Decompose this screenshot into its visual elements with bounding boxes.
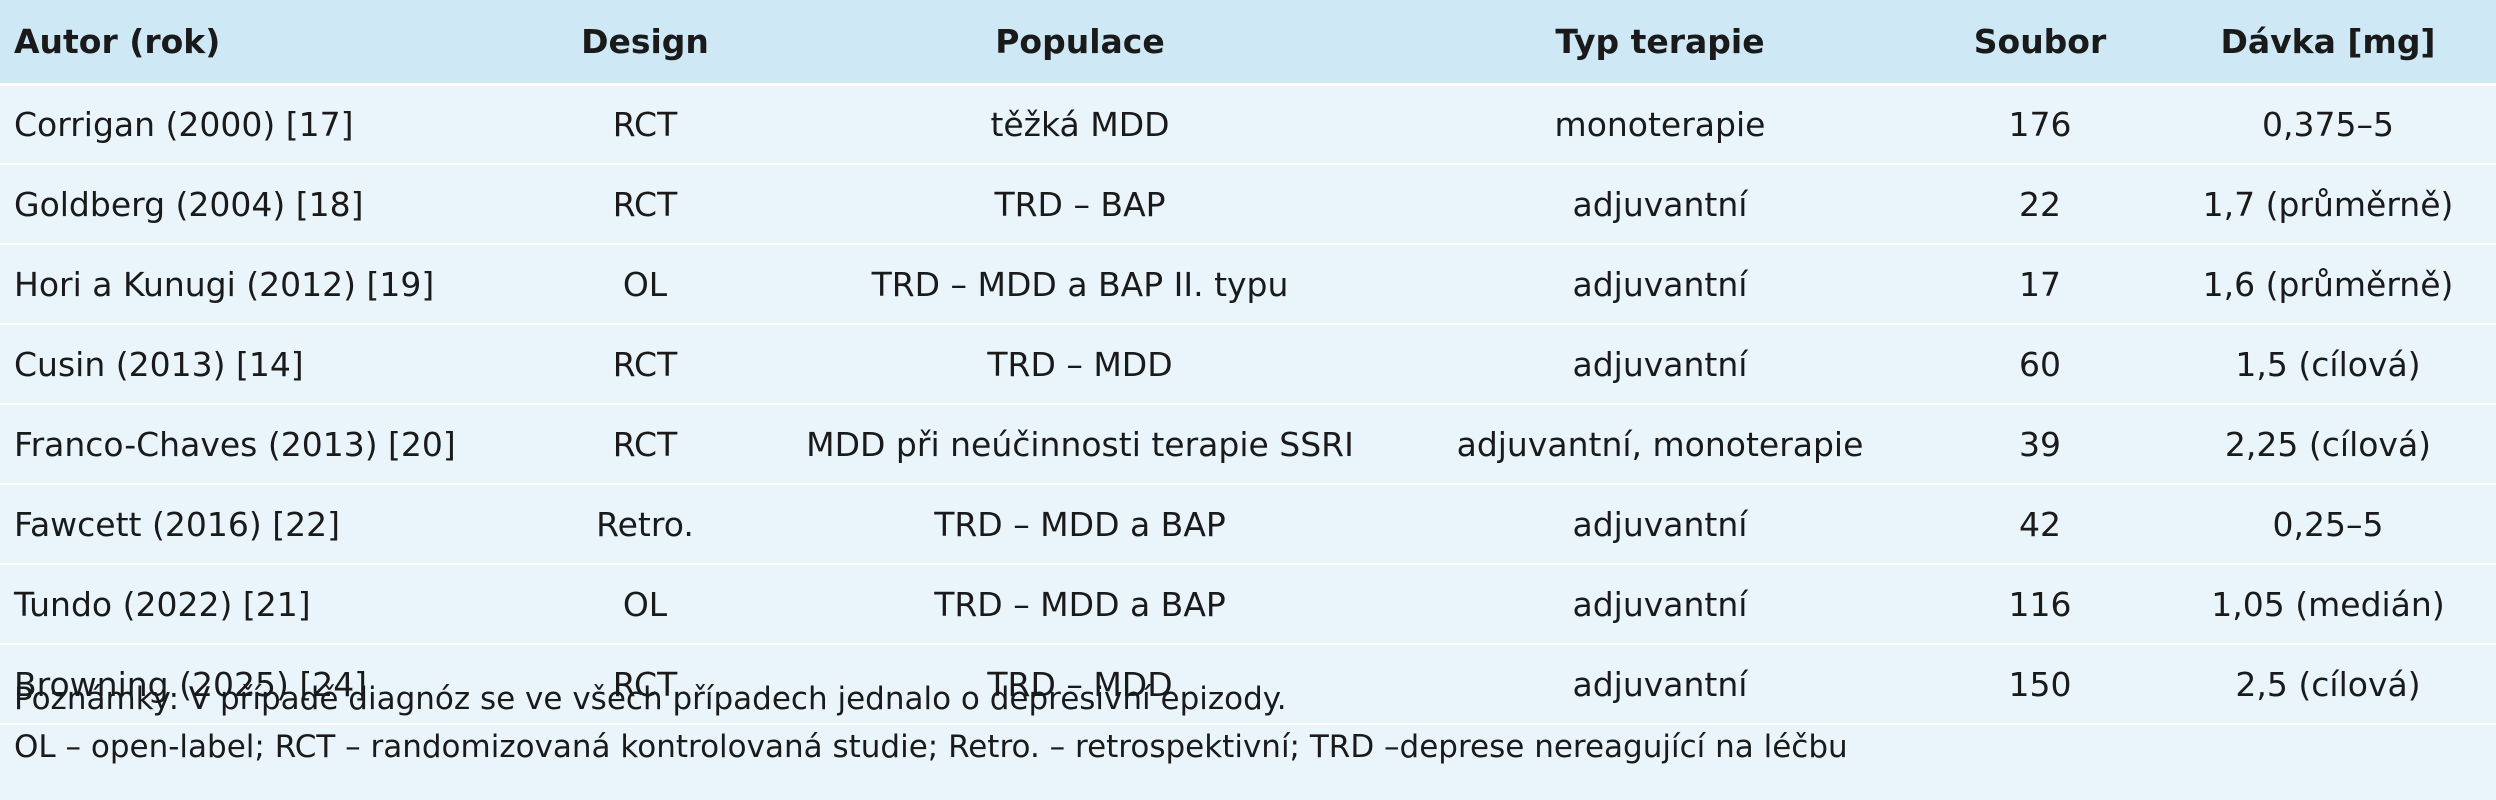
cell-population: TRD – MDD a BAP — [934, 504, 1226, 544]
table-header: Autor (rok) Design Populace Typ terapie … — [0, 0, 2496, 84]
cell-design: RCT — [612, 104, 678, 144]
table-notes: Poznámky: V případě diagnóz se ve všech … — [14, 675, 2484, 771]
table-row: Goldberg (2004) [18] RCT TRD – BAP adjuv… — [0, 164, 2496, 244]
cell-dose: 2,25 (cílová) — [2224, 424, 2432, 464]
cell-author: Corrigan (2000) [17] — [14, 104, 354, 144]
header-population: Populace — [995, 21, 1165, 61]
cell-population: TRD – MDD — [987, 344, 1173, 384]
cell-sample: 22 — [2019, 184, 2061, 224]
cell-author: Fawcett (2016) [22] — [14, 504, 340, 544]
header-author: Autor (rok) — [14, 21, 221, 61]
header-dose: Dávka [mg] — [2220, 21, 2436, 61]
cell-dose: 1,6 (průměrně) — [2202, 264, 2454, 304]
cell-sample: 17 — [2019, 264, 2061, 304]
notes-line-diagnosis: Poznámky: V případě diagnóz se ve všech … — [14, 681, 1287, 717]
cell-author: Hori a Kunugi (2012) [19] — [14, 264, 435, 304]
cell-sample: 176 — [2008, 104, 2072, 144]
table-row: Tundo (2022) [21] OL TRD – MDD a BAP adj… — [0, 564, 2496, 644]
cell-design: OL — [622, 264, 668, 304]
cell-design: RCT — [612, 344, 678, 384]
cell-therapy-type: adjuvantní, monoterapie — [1456, 424, 1864, 464]
cell-design: OL — [622, 584, 668, 624]
header-design: Design — [581, 21, 709, 61]
cell-dose: 1,7 (průměrně) — [2202, 184, 2454, 224]
cell-dose: 0,375–5 — [2262, 104, 2394, 144]
table-row: Browning (2025) [24] RCT TRD – MDD adjuv… — [0, 644, 2496, 724]
notes-line-abbreviations: OL – open-label; RCT – randomizovaná kon… — [14, 729, 1848, 765]
cell-population: TRD – MDD a BAP II. typu — [871, 264, 1289, 304]
cell-author: Browning (2025) [24] — [14, 664, 368, 704]
cell-therapy-type: adjuvantní — [1572, 584, 1748, 624]
cell-sample: 39 — [2019, 424, 2061, 464]
cell-therapy-type: adjuvantní — [1572, 184, 1748, 224]
cell-therapy-type: adjuvantní — [1572, 264, 1748, 304]
cell-dose: 2,5 (cílová) — [2235, 664, 2421, 704]
cell-therapy-type: adjuvantní — [1572, 344, 1748, 384]
cell-author: Tundo (2022) [21] — [14, 584, 311, 624]
data-table: Autor (rok) Design Populace Typ terapie … — [0, 0, 2496, 724]
table-row: Fawcett (2016) [22] Retro. TRD – MDD a B… — [0, 484, 2496, 564]
table-row: Franco-Chaves (2013) [20] RCT MDD při ne… — [0, 404, 2496, 484]
cell-population: TRD – MDD a BAP — [934, 584, 1226, 624]
cell-dose: 1,5 (cílová) — [2235, 344, 2421, 384]
cell-sample: 60 — [2019, 344, 2061, 384]
header-row: Autor (rok) Design Populace Typ terapie … — [0, 0, 2496, 84]
table-row: Corrigan (2000) [17] RCT těžká MDD monot… — [0, 84, 2496, 164]
cell-author: Cusin (2013) [14] — [14, 344, 304, 384]
cell-design: RCT — [612, 424, 678, 464]
cell-dose: 0,25–5 — [2272, 504, 2384, 544]
cell-design: Retro. — [596, 504, 694, 544]
cell-design: RCT — [612, 184, 678, 224]
cell-author: Goldberg (2004) [18] — [14, 184, 364, 224]
cell-author: Franco-Chaves (2013) [20] — [14, 424, 456, 464]
table-row: Cusin (2013) [14] RCT TRD – MDD adjuvant… — [0, 324, 2496, 404]
table-row: Hori a Kunugi (2012) [19] OL TRD – MDD a… — [0, 244, 2496, 324]
cell-dose: 1,05 (medián) — [2211, 584, 2445, 624]
header-therapy-type: Typ terapie — [1555, 21, 1765, 61]
cell-sample: 116 — [2008, 584, 2072, 624]
cell-population: TRD – MDD — [987, 664, 1173, 704]
cell-sample: 42 — [2019, 504, 2061, 544]
cell-population: TRD – BAP — [994, 184, 1166, 224]
cell-therapy-type: adjuvantní — [1572, 504, 1748, 544]
cell-sample: 150 — [2008, 664, 2072, 704]
cell-therapy-type: monoterapie — [1554, 104, 1766, 144]
table-body: Corrigan (2000) [17] RCT těžká MDD monot… — [0, 84, 2496, 724]
cell-therapy-type: adjuvantní — [1572, 664, 1748, 704]
cell-population: MDD při neúčinnosti terapie SSRI — [806, 424, 1354, 464]
cell-population: těžká MDD — [990, 104, 1170, 144]
cell-design: RCT — [612, 664, 678, 704]
header-sample: Soubor — [1973, 21, 2107, 61]
